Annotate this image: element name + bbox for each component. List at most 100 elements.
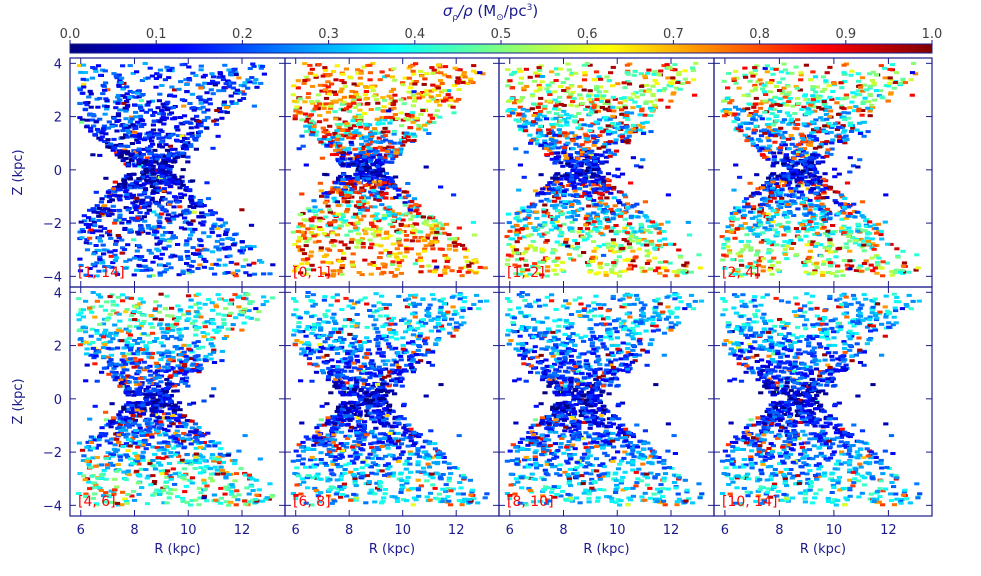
data-point (387, 206, 392, 209)
data-point (199, 102, 204, 105)
data-point (128, 64, 133, 67)
data-point (539, 144, 544, 147)
data-point (151, 124, 156, 127)
data-point (604, 196, 609, 199)
data-point (186, 257, 191, 260)
data-point (200, 224, 205, 227)
data-point (385, 161, 390, 164)
data-point (86, 226, 91, 229)
data-point (825, 234, 830, 237)
data-point (666, 193, 671, 196)
data-point (157, 225, 162, 228)
data-point (393, 274, 398, 277)
data-point (457, 227, 462, 230)
data-point (84, 125, 89, 128)
data-point (335, 64, 340, 67)
data-point (436, 94, 441, 97)
data-point (310, 85, 315, 88)
data-point (550, 221, 555, 224)
data-point (744, 197, 749, 200)
data-point (332, 110, 337, 113)
data-point (161, 112, 166, 115)
data-point (568, 200, 573, 203)
data-point (456, 98, 461, 101)
data-point (754, 97, 759, 100)
data-point (112, 222, 117, 225)
data-point (337, 224, 342, 227)
data-point (615, 127, 620, 130)
data-point (158, 171, 163, 174)
data-point (847, 259, 852, 262)
data-point (725, 86, 730, 89)
data-point (333, 117, 338, 120)
data-point (527, 206, 532, 209)
data-point (863, 97, 868, 100)
data-point (774, 243, 779, 246)
data-point (507, 221, 512, 224)
data-point (167, 152, 172, 155)
data-point (210, 250, 215, 253)
data-point (659, 223, 664, 226)
data-point (371, 156, 376, 159)
data-point (601, 94, 606, 97)
data-point (410, 239, 415, 242)
data-point (121, 102, 126, 105)
data-point (164, 66, 169, 69)
data-point (848, 156, 853, 159)
data-point (356, 242, 361, 245)
data-point (153, 86, 158, 89)
data-point (359, 189, 364, 192)
data-point (562, 200, 567, 203)
data-point (802, 264, 807, 267)
data-point (451, 193, 456, 196)
data-point (416, 124, 421, 127)
data-point (676, 249, 681, 252)
data-point (537, 113, 542, 116)
data-point (108, 251, 113, 254)
colorbar-tick-label: 0.3 (318, 27, 339, 42)
data-point (416, 128, 421, 131)
data-point (514, 118, 519, 121)
data-point (532, 203, 537, 206)
data-point (100, 135, 105, 138)
data-point (549, 138, 554, 141)
data-point (786, 100, 791, 103)
data-point (520, 206, 525, 209)
data-point (124, 193, 129, 196)
data-point (563, 241, 568, 244)
data-point (515, 252, 520, 255)
data-point (78, 88, 83, 91)
data-point (397, 252, 402, 255)
data-point (813, 75, 818, 78)
data-point (396, 189, 401, 192)
data-point (558, 124, 563, 127)
data-point (199, 244, 204, 247)
data-point (178, 80, 183, 83)
data-point (120, 64, 125, 67)
data-point (418, 70, 423, 73)
data-point (378, 146, 383, 149)
data-point (83, 101, 88, 104)
data-point (209, 72, 214, 75)
data-point (564, 121, 569, 124)
data-point (407, 96, 412, 99)
data-point (442, 269, 447, 272)
data-point (598, 197, 603, 200)
data-point (427, 216, 432, 219)
data-point (657, 232, 662, 235)
data-point (628, 182, 633, 185)
data-point (583, 108, 588, 111)
y-tick-label: 2 (54, 111, 62, 126)
data-point (552, 269, 557, 272)
data-point (860, 102, 865, 105)
data-point (261, 272, 266, 275)
data-point (90, 77, 95, 80)
data-point (182, 137, 187, 140)
data-point (582, 71, 587, 74)
data-point (338, 249, 343, 252)
data-point (523, 129, 528, 132)
data-point (161, 115, 166, 118)
data-point (192, 211, 197, 214)
data-point (247, 264, 252, 267)
colorbar-title: σρ/ρ (M⊙/pc3) (0, 2, 981, 23)
